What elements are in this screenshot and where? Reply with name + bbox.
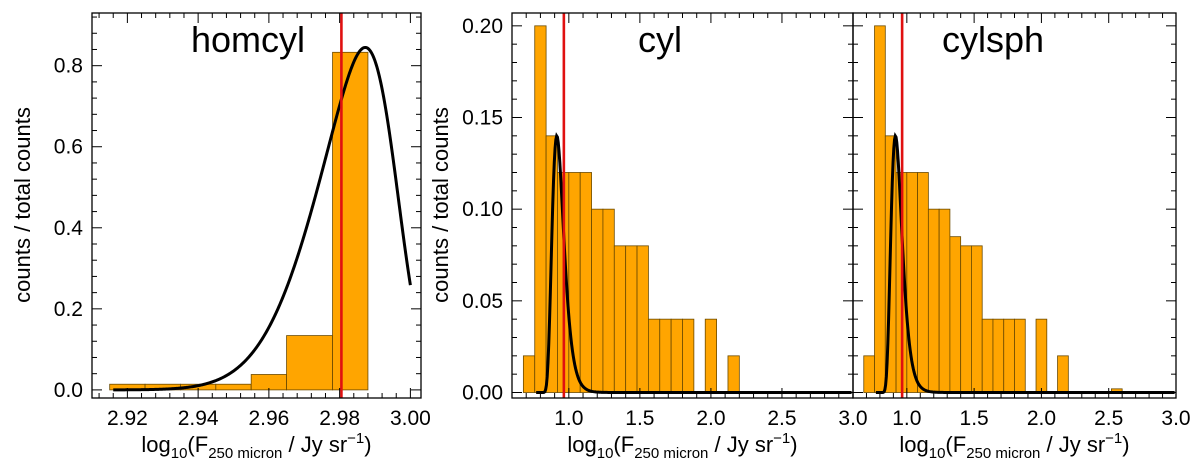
fit-curve <box>875 131 1175 394</box>
bars <box>109 51 369 391</box>
y-tick-label: 0.2 <box>54 298 83 321</box>
fit-curve <box>536 132 852 394</box>
x-tick-label: 2.96 <box>248 407 289 430</box>
y-tick-label: 0.05 <box>462 290 503 313</box>
histogram-bar <box>215 383 252 391</box>
panel-homcyl: 2.92 2.94 2.96 2.98 3.00 0.0 0.2 0.4 0.6 0.8 homcy… <box>10 12 431 462</box>
y-tick-label: 0.0 <box>54 379 83 402</box>
x-axis-label-part: 10 <box>597 445 614 462</box>
y-tick-label: 0.6 <box>54 136 83 159</box>
x-tick-label: 2.92 <box>107 407 148 430</box>
y-tick-label: 0.10 <box>462 198 503 221</box>
y-tick-label: 0.15 <box>462 107 503 130</box>
histogram-bar <box>332 51 369 391</box>
panel-cyl: 1.0 1.5 2.0 2.5 3.0 0.00 0.05 0.10 0.15 0.20 cyl co… <box>428 12 868 462</box>
panel-title: cylsph <box>942 19 1044 60</box>
x-axis-label-part: log <box>899 432 928 457</box>
histogram-bar <box>863 355 875 393</box>
x-axis-label-part: / Jy sr <box>708 432 773 457</box>
y-tick-label: 0.4 <box>54 217 84 240</box>
x-axis-label-part: 10 <box>929 445 946 462</box>
x-axis-label-part: 250 micron <box>634 445 708 462</box>
x-axis-label-part: (F <box>187 432 208 457</box>
x-axis-label: log10(F250 micron / Jy sr−1) <box>141 430 371 462</box>
plot-frame <box>91 12 422 399</box>
panel-title: cyl <box>638 19 682 60</box>
x-tick-label: 2.94 <box>178 407 219 430</box>
panel-cylsph: 1.0 1.5 2.0 2.5 3.0 cylsph log10(F250 micron /… <box>852 12 1191 462</box>
x-axis-label-part: ) <box>790 432 797 457</box>
x-axis-label-part: −1 <box>773 430 790 447</box>
histogram-bar <box>625 245 638 393</box>
histogram-bar <box>1057 355 1069 393</box>
histogram-bar <box>648 318 661 393</box>
x-tick-label: 1.0 <box>554 407 583 430</box>
histogram-bar <box>522 355 536 393</box>
x-tick-label: 2.5 <box>1094 407 1123 430</box>
x-axis-label-part: −1 <box>1105 430 1122 447</box>
histogram-bar <box>949 236 962 393</box>
histogram-bar <box>992 318 1005 393</box>
x-axis-label-part: / Jy sr <box>282 432 347 457</box>
histogram-bar <box>704 318 718 393</box>
histogram-bar <box>971 245 983 393</box>
x-tick-label: 1.5 <box>960 407 989 430</box>
x-axis-label-part: (F <box>945 432 966 457</box>
histogram-bar <box>534 25 547 393</box>
panel-title: homcyl <box>191 19 305 60</box>
bars <box>522 25 740 393</box>
fit-curve <box>113 45 412 392</box>
y-tick-label: 0.8 <box>54 55 83 78</box>
y-axis-label: counts / total counts <box>10 107 35 303</box>
histogram-bar <box>682 318 695 393</box>
x-axis-label-part: ) <box>364 432 371 457</box>
y-tick-label: 0.00 <box>462 382 503 405</box>
x-axis-label-part: 250 micron <box>966 445 1040 462</box>
histogram-bar <box>917 172 929 393</box>
x-axis-label: log10(F250 micron / Jy sr−1) <box>567 430 797 462</box>
histogram-bar <box>1035 318 1048 393</box>
x-tick-label: 2.98 <box>319 407 360 430</box>
x-tick-label: 2.0 <box>696 407 725 430</box>
x-axis-label-part: 10 <box>171 445 188 462</box>
x-axis-label-part: 250 micron <box>208 445 282 462</box>
histogram-bar <box>727 355 740 393</box>
histogram-bar <box>250 374 287 391</box>
histogram-bar <box>579 172 592 393</box>
x-tick-label: 2.5 <box>767 407 796 430</box>
histogram-bar <box>981 318 994 393</box>
y-axis-label: counts / total counts <box>428 107 453 303</box>
histogram-bar <box>670 318 683 393</box>
x-tick-label: 1.0 <box>892 407 921 430</box>
x-axis-label-part: log <box>567 432 596 457</box>
x-tick-label: 1.5 <box>625 407 654 430</box>
y-tick-label: 0.20 <box>462 15 503 38</box>
histogram-bar <box>1003 318 1015 393</box>
histogram-bar <box>602 208 615 393</box>
histogram-bar <box>1014 318 1026 393</box>
histogram-bar <box>938 208 951 393</box>
histogram-bar <box>960 245 972 393</box>
x-axis-label-part: (F <box>613 432 634 457</box>
x-tick-label: 3.0 <box>1161 407 1190 430</box>
histogram-bar <box>613 245 627 393</box>
histogram-bar <box>659 318 672 393</box>
x-axis-label-part: −1 <box>347 430 364 447</box>
histogram-bar <box>874 25 886 393</box>
histogram-bar <box>591 208 604 393</box>
x-tick-label: 2.0 <box>1027 407 1056 430</box>
histogram-bar <box>286 335 333 391</box>
histogram-bar <box>927 208 940 393</box>
x-axis-label: log10(F250 micron / Jy sr−1) <box>899 430 1129 462</box>
x-tick-label: 3.0 <box>838 407 867 430</box>
x-tick-label: 3.00 <box>390 407 431 430</box>
x-axis-label-part: log <box>141 432 170 457</box>
x-axis-label-part: / Jy sr <box>1040 432 1105 457</box>
histogram-bar <box>636 245 649 393</box>
x-axis-label-part: ) <box>1122 432 1129 457</box>
